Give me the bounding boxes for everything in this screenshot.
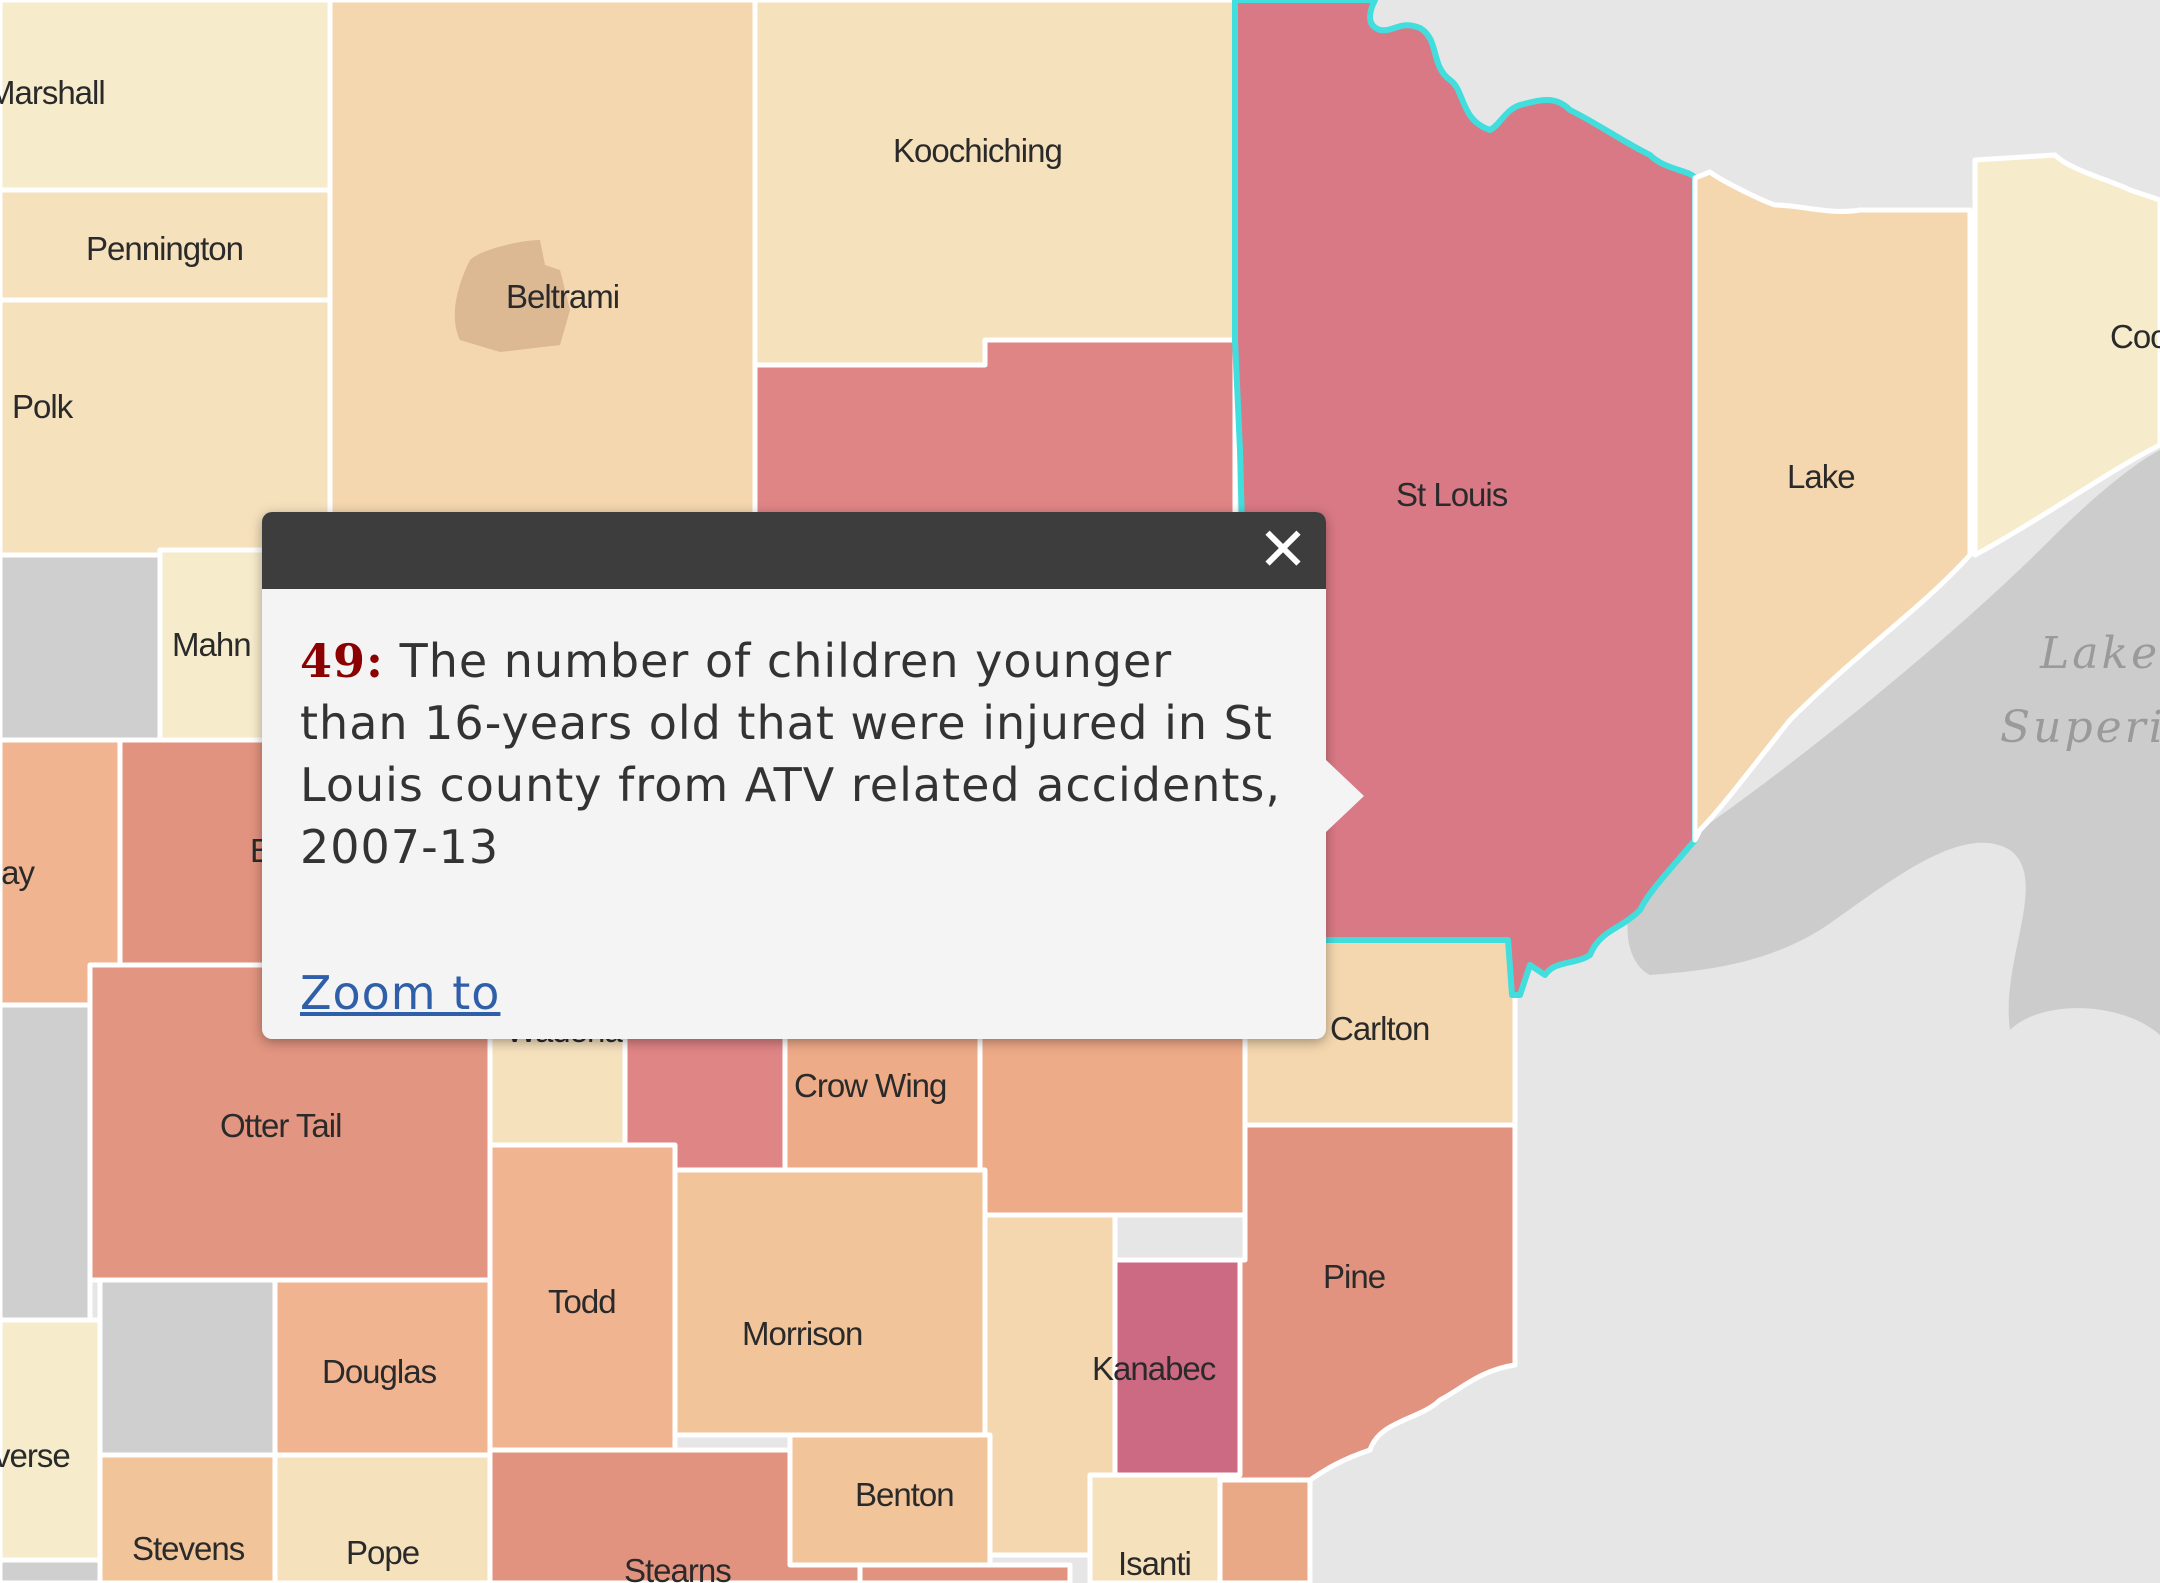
county-morrison[interactable] — [672, 1167, 988, 1438]
county-label-mahnomen: Mahn — [172, 626, 251, 663]
county-koochiching[interactable] — [752, 0, 1238, 368]
county-cook[interactable] — [1972, 152, 2160, 558]
county-label-stevens: Stevens — [132, 1530, 245, 1567]
county-label-kanabec: Kanabec — [1092, 1350, 1216, 1387]
county-label-carlton: Carlton — [1330, 1010, 1429, 1047]
county-label-polk: Polk — [12, 388, 74, 425]
county-label-pine: Pine — [1323, 1258, 1385, 1295]
county-label-otter-tail: Otter Tail — [220, 1107, 341, 1144]
popup-body: 49: The number of children younger than … — [300, 630, 1290, 878]
county-label-beltrami: Beltrami — [506, 278, 619, 315]
lake-superior-label-line2: Superio — [2000, 702, 2160, 753]
county-label-clay: Clay — [0, 854, 36, 891]
county-todd[interactable] — [487, 1142, 678, 1453]
popup-pointer — [1326, 760, 1364, 832]
zoom-to-link[interactable]: Zoom to — [300, 966, 501, 1020]
county-label-crow-wing: Crow Wing — [794, 1067, 946, 1104]
close-icon[interactable]: ✕ — [1257, 515, 1309, 585]
county-label-koochiching: Koochiching — [893, 132, 1062, 169]
county-grant[interactable] — [97, 1277, 278, 1458]
county-label-todd: Todd — [548, 1283, 616, 1320]
info-popup: ✕ 49: The number of children younger tha… — [262, 512, 1364, 1039]
county-st-louis[interactable] — [1232, 0, 1698, 998]
county-label-stearns: Stearns — [624, 1552, 731, 1583]
lake-superior-water — [1627, 450, 2160, 1035]
popup-header: ✕ — [262, 512, 1326, 589]
county-stevens[interactable] — [97, 1452, 278, 1583]
county-pine[interactable] — [1217, 1122, 1518, 1483]
county-benton[interactable] — [787, 1432, 993, 1568]
popup-value: 49: — [300, 634, 384, 688]
county-label-st-louis: St Louis — [1396, 476, 1508, 513]
county-label-isanti: Isanti — [1118, 1545, 1191, 1582]
county-label-pennington: Pennington — [86, 230, 243, 267]
county-isanti[interactable] — [1087, 1472, 1223, 1583]
county-label-benton: Benton — [855, 1476, 954, 1513]
red-lake-reservation — [454, 240, 570, 352]
county-wilkin[interactable] — [0, 1002, 93, 1323]
county-label-lake: Lake — [1787, 458, 1855, 495]
county-norman[interactable] — [0, 552, 163, 743]
county-label-morrison: Morrison — [742, 1315, 862, 1352]
county-label-marshall: Marshall — [0, 74, 105, 111]
county-sherburne[interactable] — [857, 1562, 1073, 1583]
county-lake[interactable] — [1692, 169, 1973, 843]
county-label-cook: Coo — [2110, 318, 2160, 355]
county-label-pope: Pope — [346, 1534, 419, 1571]
county-chisago[interactable] — [1217, 1477, 1313, 1583]
county-label-douglas: Douglas — [322, 1353, 437, 1390]
lake-superior-label-line1: Lake — [2039, 628, 2160, 679]
county-labels: Marshall Pennington Polk Beltrami Koochi… — [0, 74, 2160, 1583]
county-marshall[interactable] — [0, 0, 333, 193]
county-big-stone[interactable] — [0, 1557, 103, 1583]
popup-description: The number of children younger than 16-y… — [300, 634, 1282, 874]
county-label-traverse: verse — [0, 1437, 70, 1474]
